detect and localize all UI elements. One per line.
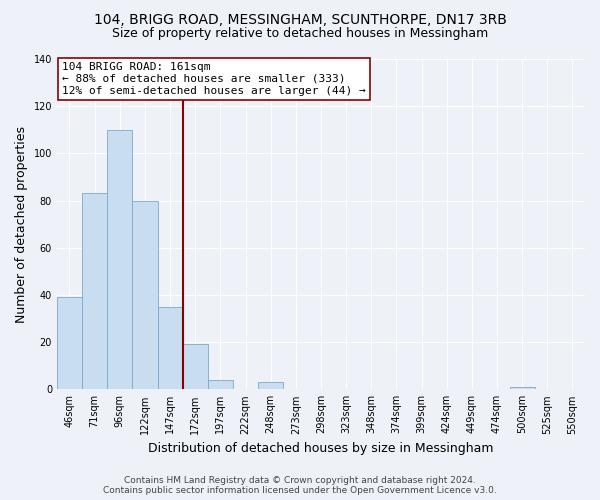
Bar bbox=[509, 387, 535, 390]
Bar bbox=[258, 382, 283, 390]
Bar bbox=[107, 130, 133, 390]
Text: 104 BRIGG ROAD: 161sqm
← 88% of detached houses are smaller (333)
12% of semi-de: 104 BRIGG ROAD: 161sqm ← 88% of detached… bbox=[62, 62, 366, 96]
Bar bbox=[182, 344, 208, 390]
Bar bbox=[158, 306, 182, 390]
Bar bbox=[133, 200, 158, 390]
Text: 104, BRIGG ROAD, MESSINGHAM, SCUNTHORPE, DN17 3RB: 104, BRIGG ROAD, MESSINGHAM, SCUNTHORPE,… bbox=[94, 12, 506, 26]
Text: Contains HM Land Registry data © Crown copyright and database right 2024.
Contai: Contains HM Land Registry data © Crown c… bbox=[103, 476, 497, 495]
Y-axis label: Number of detached properties: Number of detached properties bbox=[15, 126, 28, 322]
Bar bbox=[57, 298, 82, 390]
X-axis label: Distribution of detached houses by size in Messingham: Distribution of detached houses by size … bbox=[148, 442, 494, 455]
Text: Size of property relative to detached houses in Messingham: Size of property relative to detached ho… bbox=[112, 28, 488, 40]
Bar bbox=[208, 380, 233, 390]
Bar bbox=[82, 194, 107, 390]
